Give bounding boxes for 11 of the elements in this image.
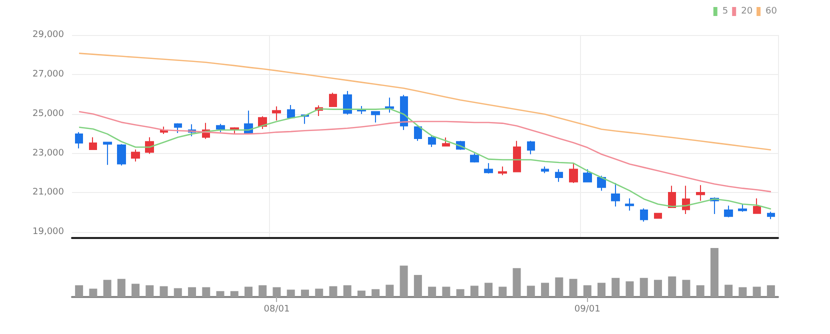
y-tick-label: 19,000 (32, 227, 64, 238)
legend-label: 20 (741, 6, 753, 16)
legend-label: 5 (722, 6, 728, 16)
y-tick-label: 29,000 (32, 30, 64, 40)
x-tick-label: 08/01 (264, 304, 290, 314)
y-tick-label: 23,000 (32, 148, 64, 158)
y-tick-label: 25,000 (32, 108, 64, 119)
x-tick-label: 09/01 (574, 304, 600, 314)
y-tick-label: 21,000 (32, 188, 64, 198)
legend-label: 60 (766, 6, 778, 16)
y-tick-label: 27,000 (32, 69, 64, 80)
